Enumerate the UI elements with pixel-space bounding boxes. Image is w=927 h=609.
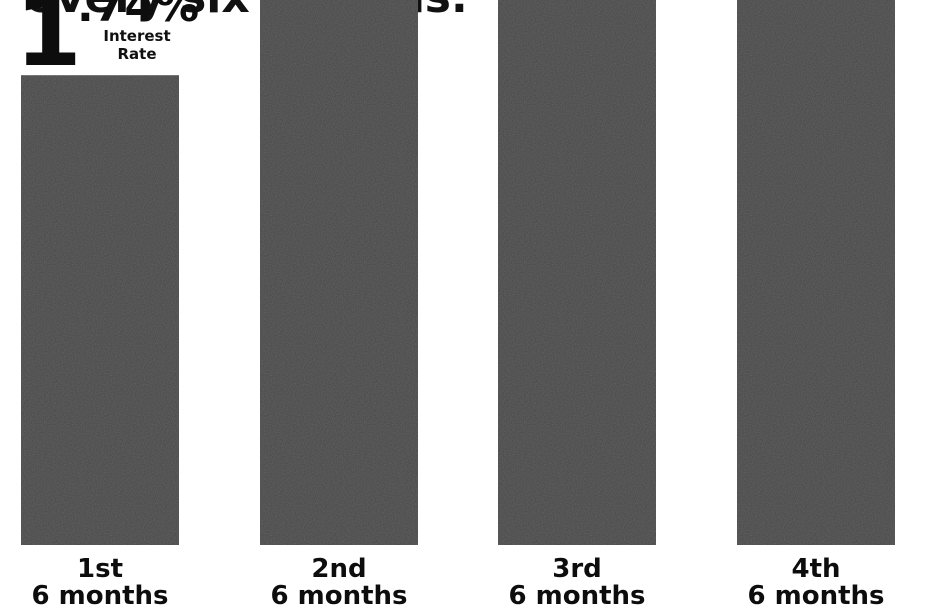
category-label-period: 6 months <box>270 581 407 609</box>
bar-4 <box>737 0 895 546</box>
value-label-caption-line2: Rate <box>117 45 156 63</box>
category-label-period: 6 months <box>508 581 645 609</box>
category-label-ordinal: 4th <box>791 554 840 584</box>
category-label-ordinal: 2nd <box>311 554 366 584</box>
bars-layer <box>21 0 895 546</box>
value-labels-layer: 1.74%InterestRate2.24%InterestRate2.73%I… <box>15 0 199 88</box>
bar-3 <box>498 0 656 545</box>
category-label-period: 6 months <box>31 581 168 609</box>
value-label-whole: 1 <box>15 0 82 88</box>
value-label-decimal: .74% <box>77 0 199 32</box>
category-label-ordinal: 3rd <box>552 554 602 584</box>
bar-1 <box>21 75 179 545</box>
category-label-period: 6 months <box>747 581 884 609</box>
value-label-caption-line1: Interest <box>103 27 170 45</box>
bar-2 <box>260 0 418 545</box>
category-label-ordinal: 1st <box>77 554 123 584</box>
